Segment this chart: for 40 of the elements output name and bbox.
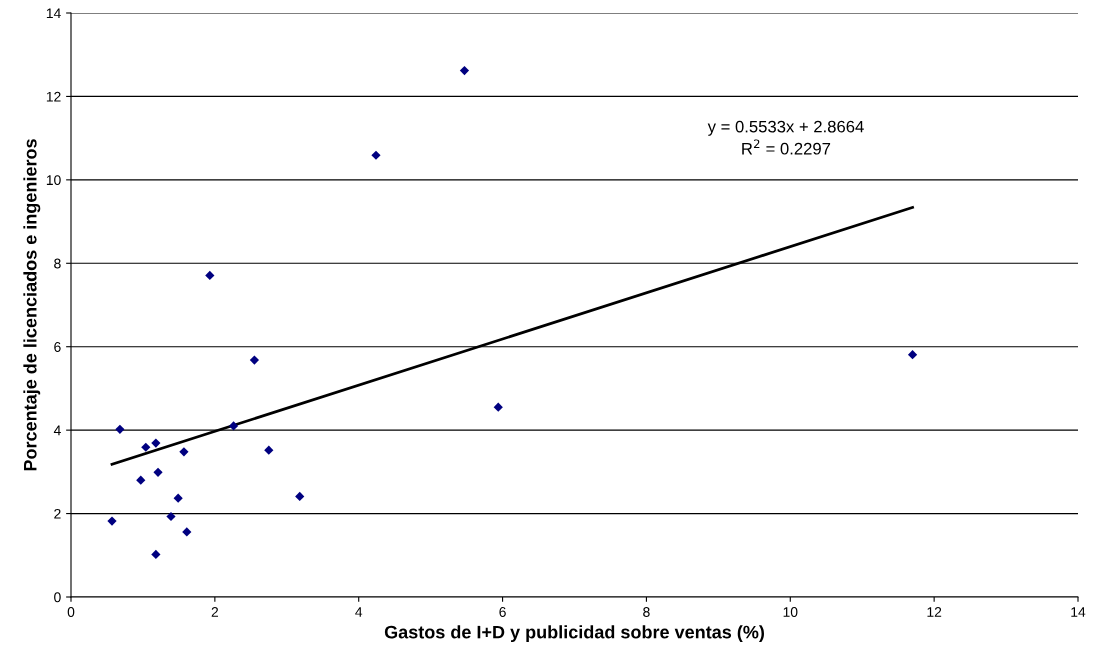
point	[264, 445, 274, 455]
point	[153, 467, 163, 477]
point	[151, 549, 161, 560]
y-tick-label: 12	[46, 91, 61, 102]
point	[182, 527, 192, 537]
x-tick-label: 14	[1071, 607, 1086, 617]
point	[179, 447, 189, 457]
point	[115, 424, 125, 434]
point	[228, 421, 239, 431]
y-tick-label: 0	[54, 592, 61, 603]
x-tick-label: 10	[783, 607, 798, 617]
y-tick-label: 2	[54, 508, 61, 519]
x-tick-label: 4	[355, 607, 363, 617]
y-axis-title: Porcentaje de licenciados e ingenieros	[23, 139, 41, 471]
x-tick-label: 8	[643, 607, 650, 617]
x-tick-label: 6	[499, 607, 506, 617]
y-tick-label: 4	[53, 425, 61, 436]
point	[493, 402, 503, 412]
point	[136, 475, 146, 485]
annotation: R$^{2}$ = 0.2297	[742, 139, 831, 155]
y-tick-label: 8	[54, 258, 61, 269]
point	[907, 350, 918, 360]
y-tick-label: 6	[54, 342, 61, 352]
y-tick-label: 14	[46, 8, 61, 19]
x-axis-title: Gastos de I+D y publicidad sobre ventas (%)	[384, 625, 764, 643]
point	[459, 65, 470, 76]
x-tick-label: 12	[927, 607, 942, 617]
point	[205, 270, 215, 280]
point	[249, 355, 260, 365]
point	[371, 150, 381, 160]
point	[166, 511, 176, 522]
point	[295, 491, 305, 502]
annotation: y = 0.5533x + 2.8664	[707, 120, 864, 136]
point	[141, 442, 151, 452]
x-tick-label: 2	[211, 607, 219, 617]
point	[107, 516, 117, 526]
x-tick-label: 0	[67, 607, 75, 617]
y-tick-label: 10	[46, 175, 61, 186]
point	[151, 438, 161, 448]
point	[173, 493, 183, 503]
